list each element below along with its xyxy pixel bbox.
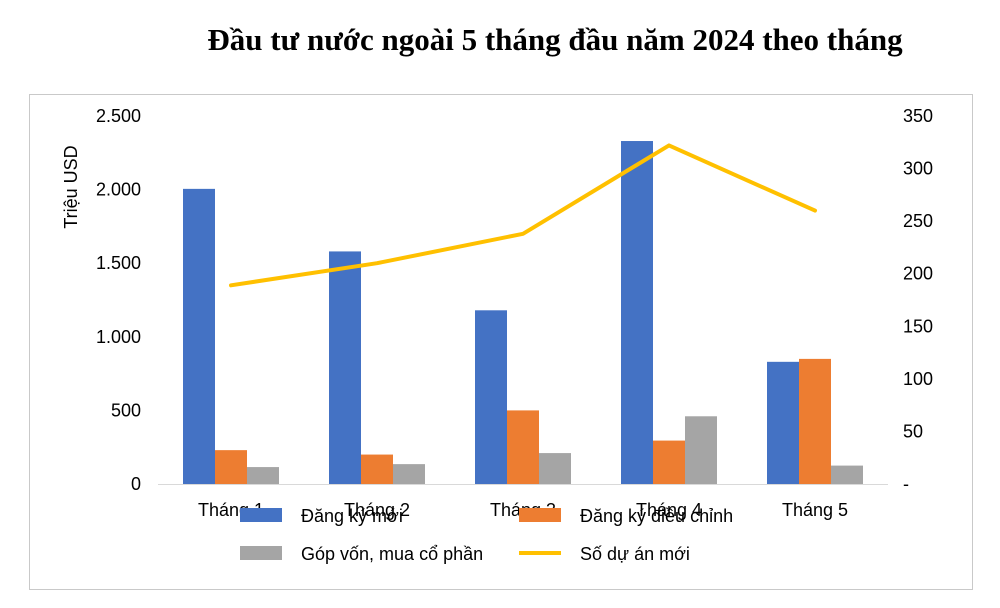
y2-tick-label: 50 (903, 421, 923, 441)
bar-2 (653, 440, 685, 484)
legend-swatch (240, 546, 282, 560)
bar-1 (475, 310, 507, 484)
y2-tick-label: 350 (903, 106, 933, 126)
legend-label: Số dự án mới (580, 544, 690, 564)
y2-tick-label: 150 (903, 316, 933, 336)
bar-1 (621, 141, 653, 485)
y-tick-label: 1.500 (96, 253, 141, 273)
bar-3 (247, 467, 279, 484)
line-series (229, 143, 817, 288)
legend-label: Góp vốn, mua cổ phần (301, 544, 483, 564)
y2-tick-label: - (903, 474, 909, 494)
chart-title: Đầu tư nước ngoài 5 tháng đầu năm 2024 t… (207, 22, 903, 57)
x-tick-label: Tháng 5 (782, 500, 848, 520)
y-tick-label: 1.000 (96, 327, 141, 347)
x-tick-label: Tháng 4 (636, 500, 702, 520)
y-tick-label: 0 (131, 474, 141, 494)
bar-3 (831, 465, 863, 484)
bar-3 (393, 464, 425, 484)
y2-tick-label: 250 (903, 211, 933, 231)
bar-2 (507, 410, 539, 484)
legend-label: Đăng ký mới (301, 506, 403, 526)
x-tick-label: Tháng 2 (344, 500, 410, 520)
bar-3 (539, 453, 571, 484)
chart-frame (29, 94, 973, 590)
bar-1 (329, 251, 361, 484)
bar-2 (361, 454, 393, 484)
y-tick-label: 2.000 (96, 180, 141, 200)
y-tick-label: 2.500 (96, 106, 141, 126)
bar-2 (215, 450, 247, 484)
bar-1 (183, 188, 215, 484)
legend-swatch (519, 508, 561, 522)
y2-tick-label: 300 (903, 159, 933, 179)
bar-3 (685, 416, 717, 484)
y2-tick-label: 200 (903, 264, 933, 284)
bar-1 (767, 361, 799, 484)
y2-tick-label: 100 (903, 369, 933, 389)
y-axis-title: Triệu USD (61, 145, 81, 228)
legend-swatch (240, 508, 282, 522)
y-tick-label: 500 (111, 400, 141, 420)
bar-2 (799, 358, 831, 484)
legend-label: Đăng ký điều chỉnh (580, 506, 733, 526)
